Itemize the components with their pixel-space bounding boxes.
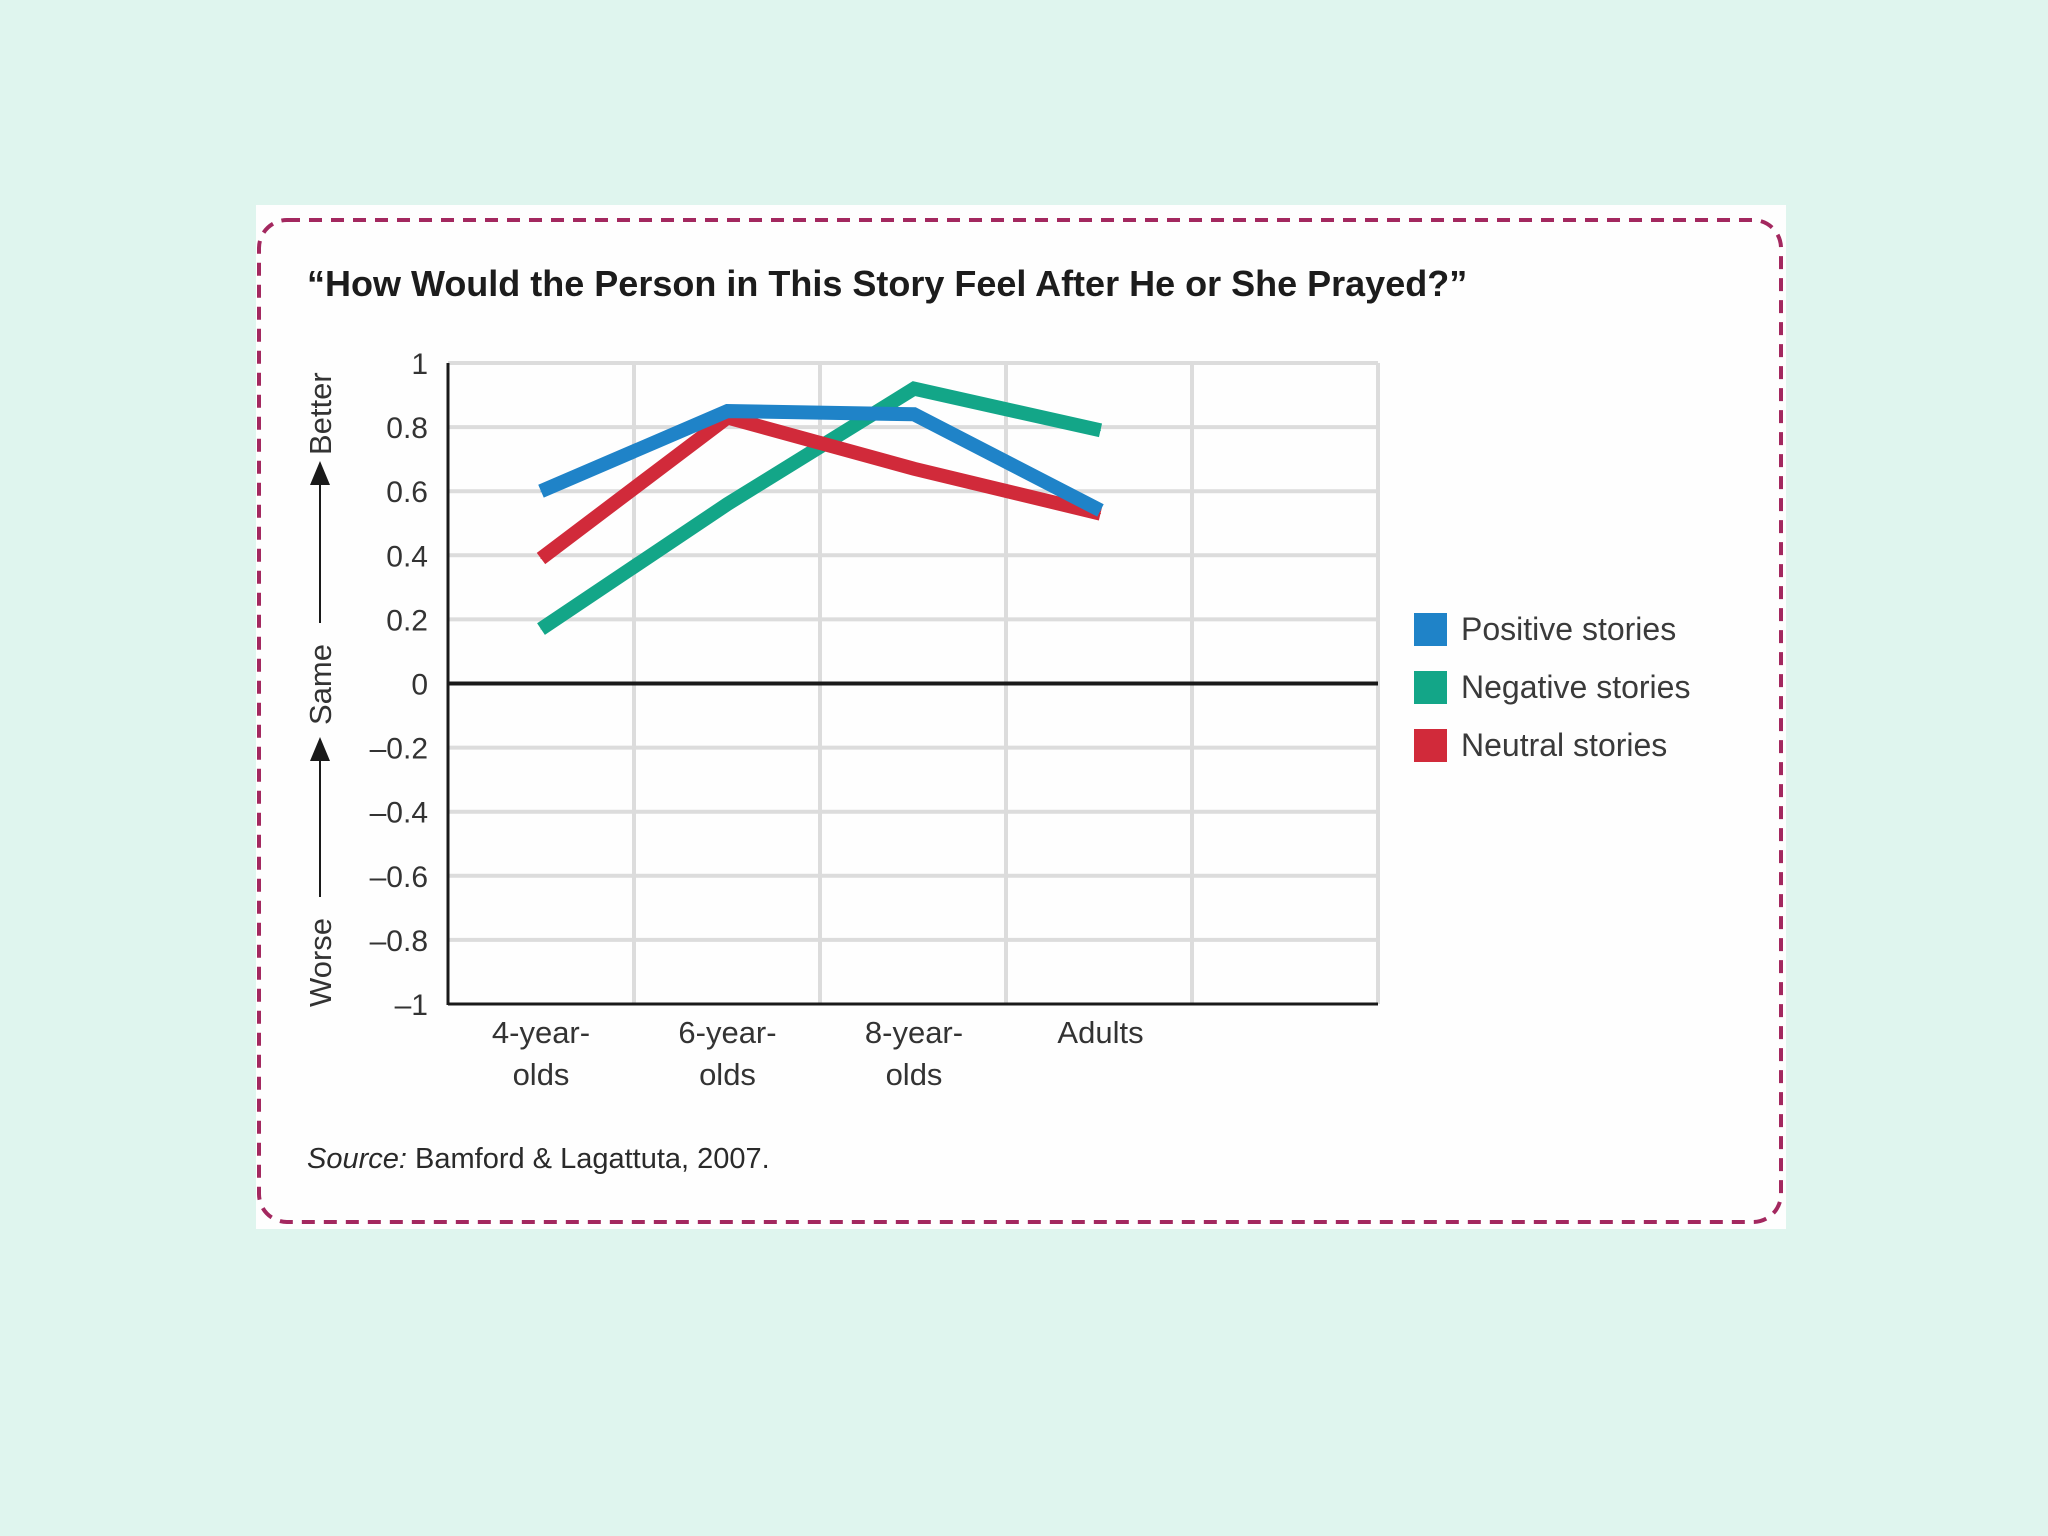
data-point [727,410,728,412]
data-point [913,413,915,415]
data-point [540,490,542,492]
legend-label: Negative stories [1461,668,1691,705]
y-axis-label-same: Same [303,644,338,725]
y-tick-label: 0 [411,669,428,702]
y-tick-label: –1 [395,989,428,1022]
legend-swatch [1414,612,1447,646]
source-text: Bamford & Lagattuta, 2007. [406,1143,770,1175]
x-tick-label: olds [699,1057,756,1092]
line-chart: 1 0.8 0.6 0.4 0.2 0 –0.2 –0.4 –0.6 –0.8 –1 4-year-o… [303,348,1380,1092]
data-point [913,468,915,470]
data-point [1100,513,1101,515]
x-tick-label: 8-year- [865,1015,963,1050]
y-tick-label: –0.6 [370,861,428,894]
series-line-neutral-stories [536,409,1103,565]
x-tick-label: Adults [1057,1015,1143,1050]
data-point [1100,429,1101,431]
up-arrow-icon [310,737,330,761]
y-tick-label: –0.8 [370,925,428,958]
up-arrow-icon [310,461,330,485]
chart-title: “How Would the Person in This Story Feel… [307,263,1468,304]
y-tick-label: 0.6 [386,476,428,509]
figure-card: “How Would the Person in This Story Feel… [256,205,1786,1229]
y-tick-label: –0.2 [370,733,428,766]
legend-swatch [1414,670,1447,704]
y-tick-label: 1 [411,348,428,381]
y-axis-label-better: Better [303,372,338,455]
legend-item: Negative stories [1414,658,1690,716]
y-tick-label: 0.8 [386,412,428,445]
y-tick-label: 0.2 [386,604,428,637]
x-tick-label: olds [513,1057,570,1092]
data-point [540,558,542,560]
x-tick-label: olds [886,1057,943,1092]
data-point [727,503,728,505]
dashed-frame [257,218,1783,1224]
data-point [540,628,542,630]
data-point [913,388,915,390]
source-citation: Source: Bamford & Lagattuta, 2007. [307,1143,770,1176]
y-axis-label-worse: Worse [303,918,338,1007]
legend-label: Positive stories [1461,610,1677,647]
series-line-positive-stories [538,404,1104,517]
legend-label: Neutral stories [1461,726,1668,763]
legend-item: Positive stories [1414,600,1690,658]
y-tick-label: –0.4 [370,797,428,830]
x-tick-label: 4-year- [492,1015,590,1050]
chart-legend: Positive stories Negative stories Neutral … [1414,600,1690,774]
legend-swatch [1414,728,1447,762]
legend-item: Neutral stories [1414,716,1690,774]
data-point [1100,509,1101,511]
x-tick-label: 6-year- [678,1015,776,1050]
source-prefix: Source: [307,1143,407,1175]
y-tick-label: 0.4 [386,540,428,573]
